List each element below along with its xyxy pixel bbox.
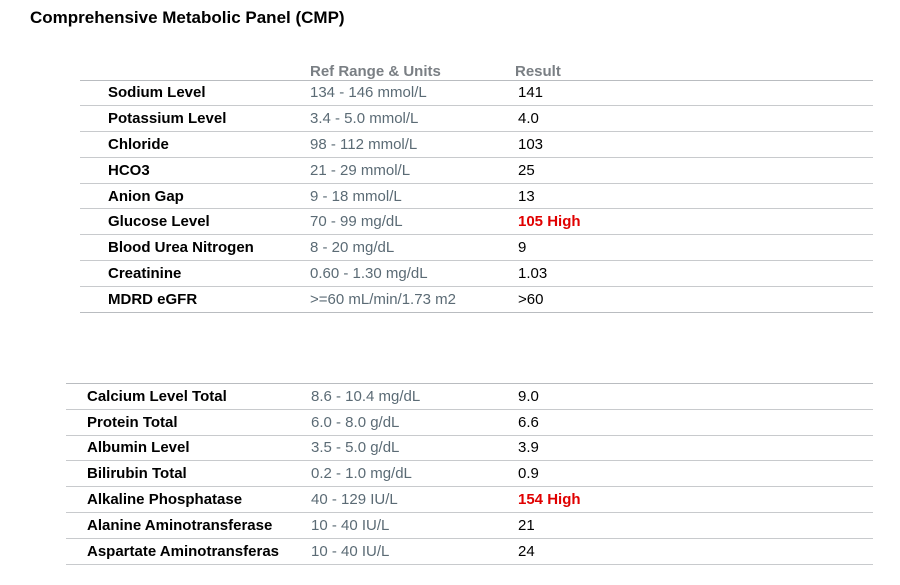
table-row: Calcium Level Total 8.6 - 10.4 mg/dL 9.0 <box>66 383 873 410</box>
reference-range: 98 - 112 mmol/L <box>310 131 515 158</box>
result-value: 0.9 <box>515 460 873 488</box>
table-row: Anion Gap 9 - 18 mmol/L 13 <box>80 183 873 210</box>
result-value: 3.9 <box>515 435 873 462</box>
table-row: Glucose Level 70 - 99 mg/dL 105 High <box>80 208 873 236</box>
table-row: HCO3 21 - 29 mmol/L 25 <box>80 157 873 184</box>
reference-range: 70 - 99 mg/dL <box>310 208 515 236</box>
result-value: >60 <box>515 286 873 313</box>
header-test-name <box>80 58 310 81</box>
table-row: Alkaline Phosphatase 40 - 129 IU/L 154 Hig… <box>66 486 873 513</box>
header-ref-range: Ref Range & Units <box>310 58 515 81</box>
table-header-row: Ref Range & Units Result <box>80 58 873 81</box>
reference-range: 6.0 - 8.0 g/dL <box>311 409 515 436</box>
test-name: Calcium Level Total <box>66 383 311 410</box>
table-row: MDRD eGFR >=60 mL/min/1.73 m2 >60 <box>80 286 873 313</box>
test-name: Blood Urea Nitrogen <box>80 234 310 262</box>
result-value: 13 <box>515 183 873 210</box>
reference-range: 0.2 - 1.0 mg/dL <box>311 460 515 488</box>
reference-range: 8 - 20 mg/dL <box>310 234 515 262</box>
test-name: Glucose Level <box>80 208 310 236</box>
table-row: Albumin Level 3.5 - 5.0 g/dL 3.9 <box>66 435 873 462</box>
result-value: 6.6 <box>515 409 873 436</box>
table-row: Blood Urea Nitrogen 8 - 20 mg/dL 9 <box>80 234 873 262</box>
cmp-panel-liver-protein: Calcium Level Total 8.6 - 10.4 mg/dL 9.0 Pr… <box>66 383 873 565</box>
test-name: Sodium Level <box>80 80 310 107</box>
result-value-high: 105 High <box>515 208 873 236</box>
result-value: 21 <box>515 512 873 539</box>
reference-range: 8.6 - 10.4 mg/dL <box>311 383 515 410</box>
result-value-high: 154 High <box>515 486 873 513</box>
table-row: Chloride 98 - 112 mmol/L 103 <box>80 131 873 158</box>
test-name: Alanine Aminotransferase <box>66 512 311 539</box>
test-name: HCO3 <box>80 157 310 184</box>
result-value: 9.0 <box>515 383 873 410</box>
reference-range: 9 - 18 mmol/L <box>310 183 515 210</box>
result-value: 141 <box>515 80 873 107</box>
test-name: Potassium Level <box>80 105 310 133</box>
result-value: 25 <box>515 157 873 184</box>
result-value: 103 <box>515 131 873 158</box>
test-name: Alkaline Phosphatase <box>66 486 311 513</box>
test-name: Anion Gap <box>80 183 310 210</box>
test-name: MDRD eGFR <box>80 286 310 313</box>
test-name: Aspartate Aminotransferas <box>66 538 311 565</box>
test-name: Albumin Level <box>66 435 311 462</box>
result-value: 1.03 <box>515 260 873 287</box>
table-row: Potassium Level 3.4 - 5.0 mmol/L 4.0 <box>80 105 873 133</box>
reference-range: >=60 mL/min/1.73 m2 <box>310 286 515 313</box>
test-name: Chloride <box>80 131 310 158</box>
page-title: Comprehensive Metabolic Panel (CMP) <box>30 8 345 27</box>
reference-range: 10 - 40 IU/L <box>311 512 515 539</box>
header-result: Result <box>515 58 873 81</box>
test-name: Creatinine <box>80 260 310 287</box>
reference-range: 0.60 - 1.30 mg/dL <box>310 260 515 287</box>
test-name: Protein Total <box>66 409 311 436</box>
result-value: 24 <box>515 538 873 565</box>
table-row: Sodium Level 134 - 146 mmol/L 141 <box>80 80 873 107</box>
table-row: Bilirubin Total 0.2 - 1.0 mg/dL 0.9 <box>66 460 873 488</box>
reference-range: 10 - 40 IU/L <box>311 538 515 565</box>
test-name: Bilirubin Total <box>66 460 311 488</box>
reference-range: 21 - 29 mmol/L <box>310 157 515 184</box>
reference-range: 3.4 - 5.0 mmol/L <box>310 105 515 133</box>
reference-range: 3.5 - 5.0 g/dL <box>311 435 515 462</box>
result-value: 9 <box>515 234 873 262</box>
cmp-panel-electrolytes: Ref Range & Units Result Sodium Level 134… <box>80 58 873 313</box>
table-row: Creatinine 0.60 - 1.30 mg/dL 1.03 <box>80 260 873 287</box>
table-row: Protein Total 6.0 - 8.0 g/dL 6.6 <box>66 409 873 436</box>
reference-range: 40 - 129 IU/L <box>311 486 515 513</box>
table-row: Alanine Aminotransferase 10 - 40 IU/L 21 <box>66 512 873 539</box>
table-row: Aspartate Aminotransferas 10 - 40 IU/L 24 <box>66 538 873 565</box>
result-value: 4.0 <box>515 105 873 133</box>
reference-range: 134 - 146 mmol/L <box>310 80 515 107</box>
